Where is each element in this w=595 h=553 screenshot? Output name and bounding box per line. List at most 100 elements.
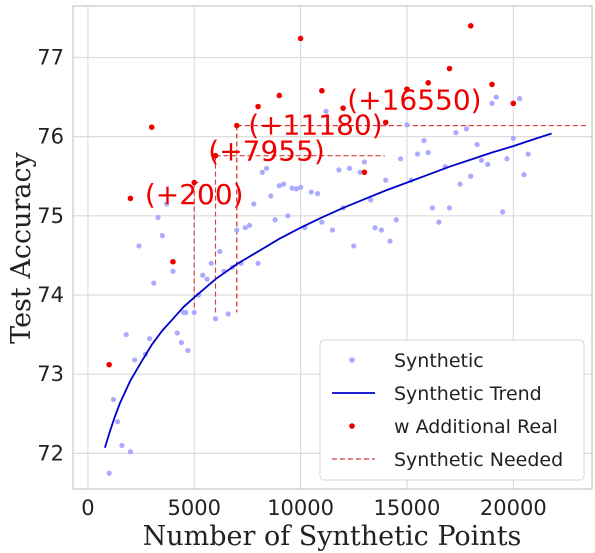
synthetic-point (204, 276, 210, 282)
synthetic-point (289, 185, 295, 191)
synthetic-point (170, 268, 176, 274)
legend-real-marker (349, 423, 355, 429)
synthetic-point (115, 419, 121, 425)
synthetic-trend-line (104, 132, 552, 449)
synthetic-point (163, 201, 170, 207)
y-axis-label: Test Accuracy (6, 151, 37, 343)
real-points (106, 22, 517, 368)
synthetic-point (191, 309, 197, 316)
real-point (510, 100, 517, 107)
real-point (170, 258, 176, 265)
synthetic-point (453, 130, 459, 136)
synthetic-point (372, 225, 378, 231)
synthetic-point (263, 165, 270, 171)
synthetic-point (346, 165, 353, 171)
synthetic-point (268, 193, 274, 199)
synthetic-point (242, 225, 248, 231)
real-point (425, 80, 432, 86)
synthetic-point (517, 96, 523, 102)
legend-needed-label: Synthetic Needed (394, 449, 563, 471)
synthetic-point (255, 260, 261, 266)
synthetic-point (212, 316, 219, 322)
synthetic-point (387, 238, 393, 244)
synthetic-point (504, 156, 510, 162)
synthetic-point (425, 149, 431, 156)
y-tick-label: 73 (37, 362, 64, 386)
y-tick-label: 72 (37, 441, 64, 465)
real-point (276, 92, 283, 99)
x-tick-label: 20000 (480, 496, 547, 520)
synthetic-point (383, 177, 389, 183)
x-tick-label: 15000 (374, 496, 441, 520)
synthetic-point (521, 172, 527, 178)
synthetic-point (132, 357, 138, 363)
synthetic-point (178, 339, 185, 346)
annotations: (+200) (+7955)(+11180)(+16550) (145, 84, 482, 211)
legend-trend-label: Synthetic Trend (394, 383, 542, 405)
y-tick-label: 77 (37, 45, 64, 69)
real-point (191, 179, 198, 186)
synthetic-point (421, 138, 427, 144)
synthetic-point (251, 201, 257, 207)
synthetic-point (159, 233, 165, 239)
legend: Synthetic Synthetic Trend w Additional R… (319, 339, 585, 481)
synthetic-point (110, 396, 117, 403)
synthetic-point (436, 219, 442, 225)
x-tick-label: 10000 (267, 496, 334, 520)
synthetic-point (234, 227, 240, 233)
synthetic-point (463, 126, 470, 132)
synthetic-point (368, 197, 374, 203)
synthetic-point (136, 243, 142, 249)
needed-annotation-label: (+16550) (347, 84, 481, 117)
synthetic-point (276, 183, 282, 189)
synthetic-point (397, 156, 404, 162)
synthetic-point (272, 217, 278, 223)
real-point (127, 195, 134, 202)
synthetic-point (127, 449, 134, 455)
synthetic-point (174, 330, 180, 336)
synthetic-point (297, 184, 304, 190)
synthetic-point (315, 191, 321, 197)
synthetic-point (106, 470, 112, 476)
y-tick-label: 74 (37, 283, 64, 307)
synthetic-point (485, 161, 491, 167)
x-tick-label: 5000 (168, 496, 221, 520)
real-point (297, 35, 304, 42)
real-point (361, 169, 368, 176)
synthetic-point (123, 331, 129, 338)
synthetic-point (323, 108, 329, 114)
synthetic-point (414, 151, 421, 157)
synthetic-point (119, 442, 125, 449)
real-point (212, 152, 219, 159)
y-tick-label: 75 (37, 204, 64, 228)
synthetic-point (329, 227, 336, 233)
synthetic-point (493, 94, 499, 100)
legend-real-label: w Additional Real (394, 416, 558, 438)
real-point (467, 22, 474, 29)
synthetic-point (500, 209, 506, 215)
synthetic-point (457, 181, 463, 187)
synthetic-point (217, 248, 223, 255)
needed-annotation-label: (+7955) (208, 134, 325, 167)
real-point (255, 103, 261, 110)
real-point (319, 87, 325, 94)
legend-synthetic-label: Synthetic (394, 350, 484, 372)
synthetic-point (474, 141, 480, 148)
synthetic-point (146, 335, 153, 342)
synthetic-point (285, 213, 291, 219)
synthetic-point (319, 219, 325, 225)
synthetic-point (468, 173, 474, 179)
synthetic-point (208, 260, 214, 266)
real-point (340, 105, 346, 111)
synthetic-point (393, 217, 399, 223)
real-point (382, 119, 389, 126)
real-point (106, 361, 112, 368)
real-point (446, 65, 453, 72)
synthetic-point (525, 151, 531, 157)
synthetic-point (151, 280, 157, 286)
x-tick-label: 0 (81, 496, 94, 520)
synthetic-point (378, 227, 385, 233)
x-axis-label: Number of Synthetic Points (143, 521, 522, 552)
synthetic-point (489, 100, 495, 106)
